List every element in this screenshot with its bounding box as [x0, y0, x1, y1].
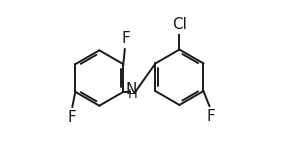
Text: F: F: [121, 31, 130, 46]
Text: F: F: [67, 110, 76, 125]
Text: H: H: [128, 88, 138, 101]
Text: Cl: Cl: [172, 17, 187, 32]
Text: F: F: [207, 109, 215, 124]
Text: N: N: [125, 82, 137, 97]
